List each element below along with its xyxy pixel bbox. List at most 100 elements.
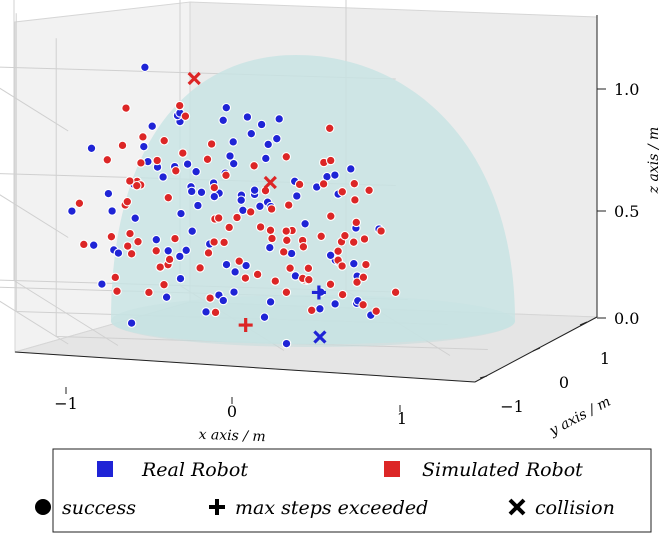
sim-robot-success-point bbox=[232, 212, 242, 223]
sim-robot-success-point bbox=[294, 179, 305, 190]
legend-label-sim: Simulated Robot bbox=[422, 459, 583, 481]
sim-robot-success-point bbox=[202, 154, 213, 165]
sim-robot-success-point bbox=[282, 235, 292, 246]
sim-robot-success-point bbox=[155, 262, 165, 272]
sim-robot-success-point bbox=[352, 277, 362, 287]
sim-robot-success-point bbox=[213, 213, 224, 223]
sim-robot-success-point bbox=[209, 182, 220, 193]
y-tick-mark bbox=[579, 321, 588, 326]
sim-robot-success-point bbox=[224, 222, 234, 233]
real-robot-success-point bbox=[330, 299, 340, 309]
sim-robot-success-point bbox=[144, 287, 154, 298]
real-robot-success-point bbox=[281, 338, 292, 349]
real-robot-success-point bbox=[246, 128, 257, 139]
real-robot-success-point bbox=[158, 172, 168, 182]
sim-robot-success-point bbox=[159, 279, 169, 290]
sim-robot-success-point bbox=[122, 241, 133, 251]
z-tick-label: 0.5 bbox=[614, 202, 639, 221]
sim-robot-success-point bbox=[249, 161, 259, 171]
sim-robot-success-point bbox=[348, 237, 359, 247]
sim-robot-success-point bbox=[255, 222, 266, 232]
sim-robot-success-point bbox=[122, 196, 133, 207]
sim-robot-success-point bbox=[306, 305, 317, 316]
sim-robot-success-point bbox=[136, 158, 146, 168]
real-robot-collision-point bbox=[313, 330, 327, 344]
y-axis-label: y axis / m bbox=[546, 394, 614, 440]
real-robot-success-point bbox=[182, 159, 193, 169]
real-robot-success-point bbox=[256, 119, 267, 130]
real-robot-success-point bbox=[330, 170, 340, 180]
sim-robot-success-point bbox=[121, 103, 131, 113]
real-robot-success-point bbox=[221, 102, 232, 113]
sim-robot-success-point bbox=[337, 289, 348, 300]
sim-robot-success-point bbox=[102, 155, 113, 165]
real-robot-success-point bbox=[241, 260, 251, 271]
sim-robot-success-point bbox=[281, 152, 292, 162]
real-robot-success-point bbox=[263, 139, 273, 150]
sim-robot-success-point bbox=[170, 233, 180, 244]
sim-robot-success-point bbox=[219, 237, 229, 248]
sim-robot-success-point bbox=[152, 155, 162, 166]
sim-robot-success-point bbox=[205, 293, 215, 303]
sim-robot-success-point bbox=[163, 192, 174, 203]
real-robot-success-point bbox=[259, 312, 270, 322]
legend: Real Robot Simulated Robot success max s… bbox=[35, 448, 652, 533]
x-tick-label: −1 bbox=[54, 394, 78, 413]
real-robot-success-point bbox=[86, 143, 97, 154]
sim-robot-success-point bbox=[126, 249, 137, 259]
real-robot-success-point bbox=[255, 201, 265, 212]
sim-robot-success-point bbox=[245, 207, 256, 217]
real-robot-success-point bbox=[292, 191, 302, 201]
real-robot-success-point bbox=[176, 208, 186, 219]
sim-robot-success-point bbox=[117, 140, 128, 151]
sim-robot-success-point bbox=[304, 274, 314, 285]
sim-robot-success-point bbox=[364, 185, 374, 196]
real-robot-success-point bbox=[147, 121, 157, 131]
real-robot-success-point bbox=[229, 287, 239, 297]
sim-robot-success-point bbox=[125, 176, 135, 186]
real-robot-success-point bbox=[161, 292, 172, 302]
legend-label-success: success bbox=[62, 497, 136, 519]
sim-robot-success-point bbox=[270, 276, 281, 286]
z-axis-label: z axis / m bbox=[646, 127, 662, 195]
legend-label-real: Real Robot bbox=[141, 459, 248, 481]
x-tick-label: 1 bbox=[397, 409, 407, 428]
sim-robot-success-point bbox=[390, 287, 401, 298]
real-robot-success-point bbox=[225, 151, 235, 161]
sim-robot-success-point bbox=[337, 187, 348, 197]
y-tick-mark bbox=[479, 375, 488, 379]
real-robot-success-point bbox=[249, 185, 260, 195]
real-robot-success-point bbox=[97, 279, 107, 289]
sim-robot-success-point bbox=[206, 139, 217, 149]
y-tick-mark bbox=[532, 347, 541, 352]
hemisphere-dome bbox=[111, 55, 515, 345]
sim-robot-success-point bbox=[138, 132, 148, 142]
sim-robot-success-point bbox=[252, 269, 263, 280]
legend-square-real bbox=[97, 461, 113, 477]
real-robot-success-point bbox=[126, 318, 137, 328]
data-points bbox=[67, 62, 401, 349]
z-tick-label: 0.0 bbox=[614, 309, 639, 328]
real-robot-success-point bbox=[265, 242, 275, 253]
sim-robot-success-point bbox=[359, 234, 370, 244]
real-robot-success-point bbox=[151, 234, 162, 245]
real-robot-success-point bbox=[175, 273, 186, 284]
grid-line bbox=[0, 300, 69, 345]
real-robot-success-point bbox=[196, 187, 207, 198]
real-robot-success-point bbox=[193, 200, 203, 211]
sim-robot-success-point bbox=[316, 231, 326, 242]
sim-robot-success-point bbox=[326, 211, 336, 221]
sim-robot-success-point bbox=[281, 226, 291, 236]
sim-robot-success-point bbox=[351, 217, 362, 228]
y-tick-label: −1 bbox=[500, 397, 524, 416]
real-robot-success-point bbox=[286, 248, 297, 259]
sim-robot-success-point bbox=[283, 200, 294, 210]
sim-robot-success-point bbox=[358, 272, 369, 283]
sim-robot-success-point bbox=[376, 226, 386, 236]
real-robot-success-point bbox=[186, 186, 197, 197]
sim-robot-max-steps-point bbox=[238, 318, 253, 333]
sim-robot-success-point bbox=[267, 233, 277, 244]
sim-robot-success-point bbox=[210, 307, 221, 318]
legend-x-icon bbox=[508, 498, 526, 516]
